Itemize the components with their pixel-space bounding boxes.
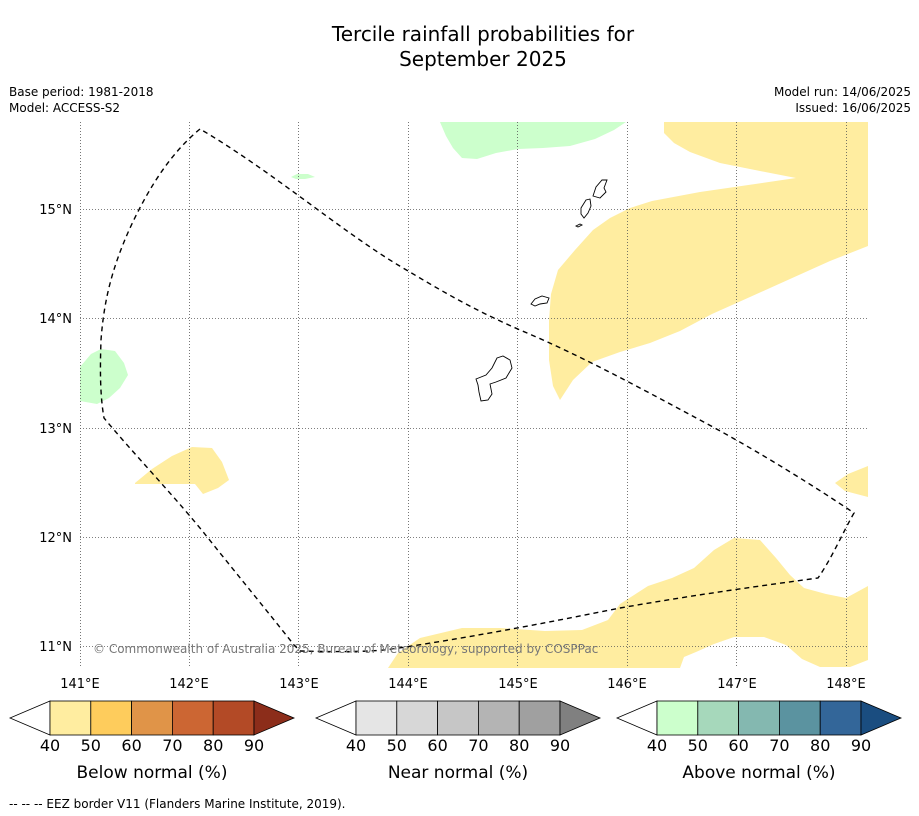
model-name: Model: ACCESS-S2	[9, 101, 121, 115]
colorbar-tick-label: 60	[121, 736, 141, 755]
lon-label: 147°E	[717, 677, 757, 692]
colorbar-tick-label: 70	[769, 736, 789, 755]
colorbar-3: 40 50 60 70 80 90 Above normal (%)	[615, 700, 903, 783]
lat-label: 13°N	[39, 422, 72, 437]
below-normal-region-sw	[135, 447, 229, 494]
colorbar-segment	[738, 700, 780, 736]
colorbar-segment	[90, 700, 133, 736]
colorbar-tick-label: 90	[550, 736, 570, 755]
colorbar-tick-label: 70	[162, 736, 182, 755]
colorbar-tick-label: 80	[203, 736, 223, 755]
colorbar-label: Near normal (%)	[388, 763, 528, 783]
lat-label: 11°N	[39, 640, 72, 655]
island-saipan	[592, 179, 608, 199]
colorbar-extend-high	[253, 700, 296, 736]
lat-label: 15°N	[39, 203, 72, 218]
island-tinian	[580, 198, 592, 219]
colorbar-segment	[396, 700, 438, 736]
colorbar-tick-label: 80	[509, 736, 529, 755]
below-normal-region-south	[388, 538, 868, 668]
colorbar-tick-label: 50	[81, 736, 101, 755]
colorbar-extend-high	[559, 700, 602, 736]
colorbar-segment	[171, 700, 214, 736]
colorbar-segment	[779, 700, 821, 736]
colorbar-segment	[656, 700, 699, 736]
colorbar-tick-label: 80	[810, 736, 830, 755]
map-title: Tercile rainfall probabilities for Septe…	[0, 22, 919, 72]
lon-label: 141°E	[60, 677, 100, 692]
colorbar-tick-label: 40	[40, 736, 60, 755]
meta-right: Model run: 14/06/2025 Issued: 16/06/2025	[774, 84, 911, 116]
island-aguijan	[574, 223, 584, 228]
colorbar-1: 40 50 60 70 80 90 Below normal (%)	[8, 700, 296, 783]
colorbar-segment	[518, 700, 561, 736]
colorbar-tick-label: 40	[346, 736, 366, 755]
colorbar-segment	[49, 700, 92, 736]
model-run: Model run: 14/06/2025	[773, 85, 911, 99]
colorbar-tick-label: 60	[427, 736, 447, 755]
eez-footnote: -- -- -- EEZ border V11 (Flanders Marine…	[9, 797, 346, 811]
colorbars: 40 50 60 70 80 90 Below normal (%) 40 50 60 70 80 90…	[8, 700, 903, 783]
colorbar-segment	[477, 700, 520, 736]
colorbar-label: Above normal (%)	[682, 763, 835, 783]
colorbar-tick-label: 70	[468, 736, 488, 755]
colorbar-segment	[437, 700, 479, 736]
below-normal-region-east	[549, 122, 868, 400]
above-normal-region-small	[291, 174, 315, 179]
lat-label: 14°N	[39, 312, 72, 327]
map-area: © Commonwealth of Australia 2025, Bureau…	[80, 122, 868, 668]
colorbar-segment	[819, 700, 862, 736]
lon-label: 143°E	[279, 677, 319, 692]
lon-label: 148°E	[826, 677, 866, 692]
colorbar-extend-low	[314, 700, 357, 736]
lon-label: 146°E	[607, 677, 647, 692]
lat-label: 12°N	[39, 531, 72, 546]
title-line-2: September 2025	[399, 47, 567, 71]
above-normal-region-west	[80, 349, 128, 404]
title-line-1: Tercile rainfall probabilities for	[331, 22, 635, 46]
lon-label: 145°E	[498, 677, 538, 692]
colorbar-extend-high	[860, 700, 903, 736]
colorbar-tick-label: 90	[851, 736, 871, 755]
colorbar-tick-label: 50	[387, 736, 407, 755]
colorbar-tick-label: 40	[647, 736, 667, 755]
colorbar-segment	[131, 700, 173, 736]
island-rota	[530, 295, 550, 307]
colorbar-2: 40 50 60 70 80 90 Near normal (%)	[314, 700, 602, 783]
colorbar-extend-low	[615, 700, 658, 736]
latitude-labels: 15°N 14°N 13°N 12°N 11°N	[39, 203, 72, 655]
colorbar-tick-label: 50	[688, 736, 708, 755]
colorbar-segment	[355, 700, 398, 736]
issued-date: Issued: 16/06/2025	[795, 101, 911, 115]
copyright-notice: © Commonwealth of Australia 2025, Bureau…	[93, 642, 598, 656]
colorbar-extend-low	[8, 700, 51, 736]
colorbar-segment	[697, 700, 739, 736]
island-guam	[475, 355, 513, 402]
graticule	[80, 122, 868, 668]
longitude-labels: 141°E 142°E 143°E 144°E 145°E 146°E 147°…	[60, 677, 866, 692]
islands	[475, 179, 608, 402]
above-normal-region-north	[440, 122, 626, 159]
lon-label: 144°E	[388, 677, 428, 692]
colorbar-tick-label: 60	[728, 736, 748, 755]
eez-border	[99, 128, 855, 653]
colorbar-tick-label: 90	[244, 736, 264, 755]
meta-left: Base period: 1981-2018 Model: ACCESS-S2	[9, 84, 154, 116]
lon-label: 142°E	[169, 677, 209, 692]
base-period: Base period: 1981-2018	[9, 85, 154, 99]
below-normal-region-east-edge	[835, 466, 868, 497]
colorbar-segment	[212, 700, 255, 736]
colorbar-label: Below normal (%)	[77, 763, 228, 783]
